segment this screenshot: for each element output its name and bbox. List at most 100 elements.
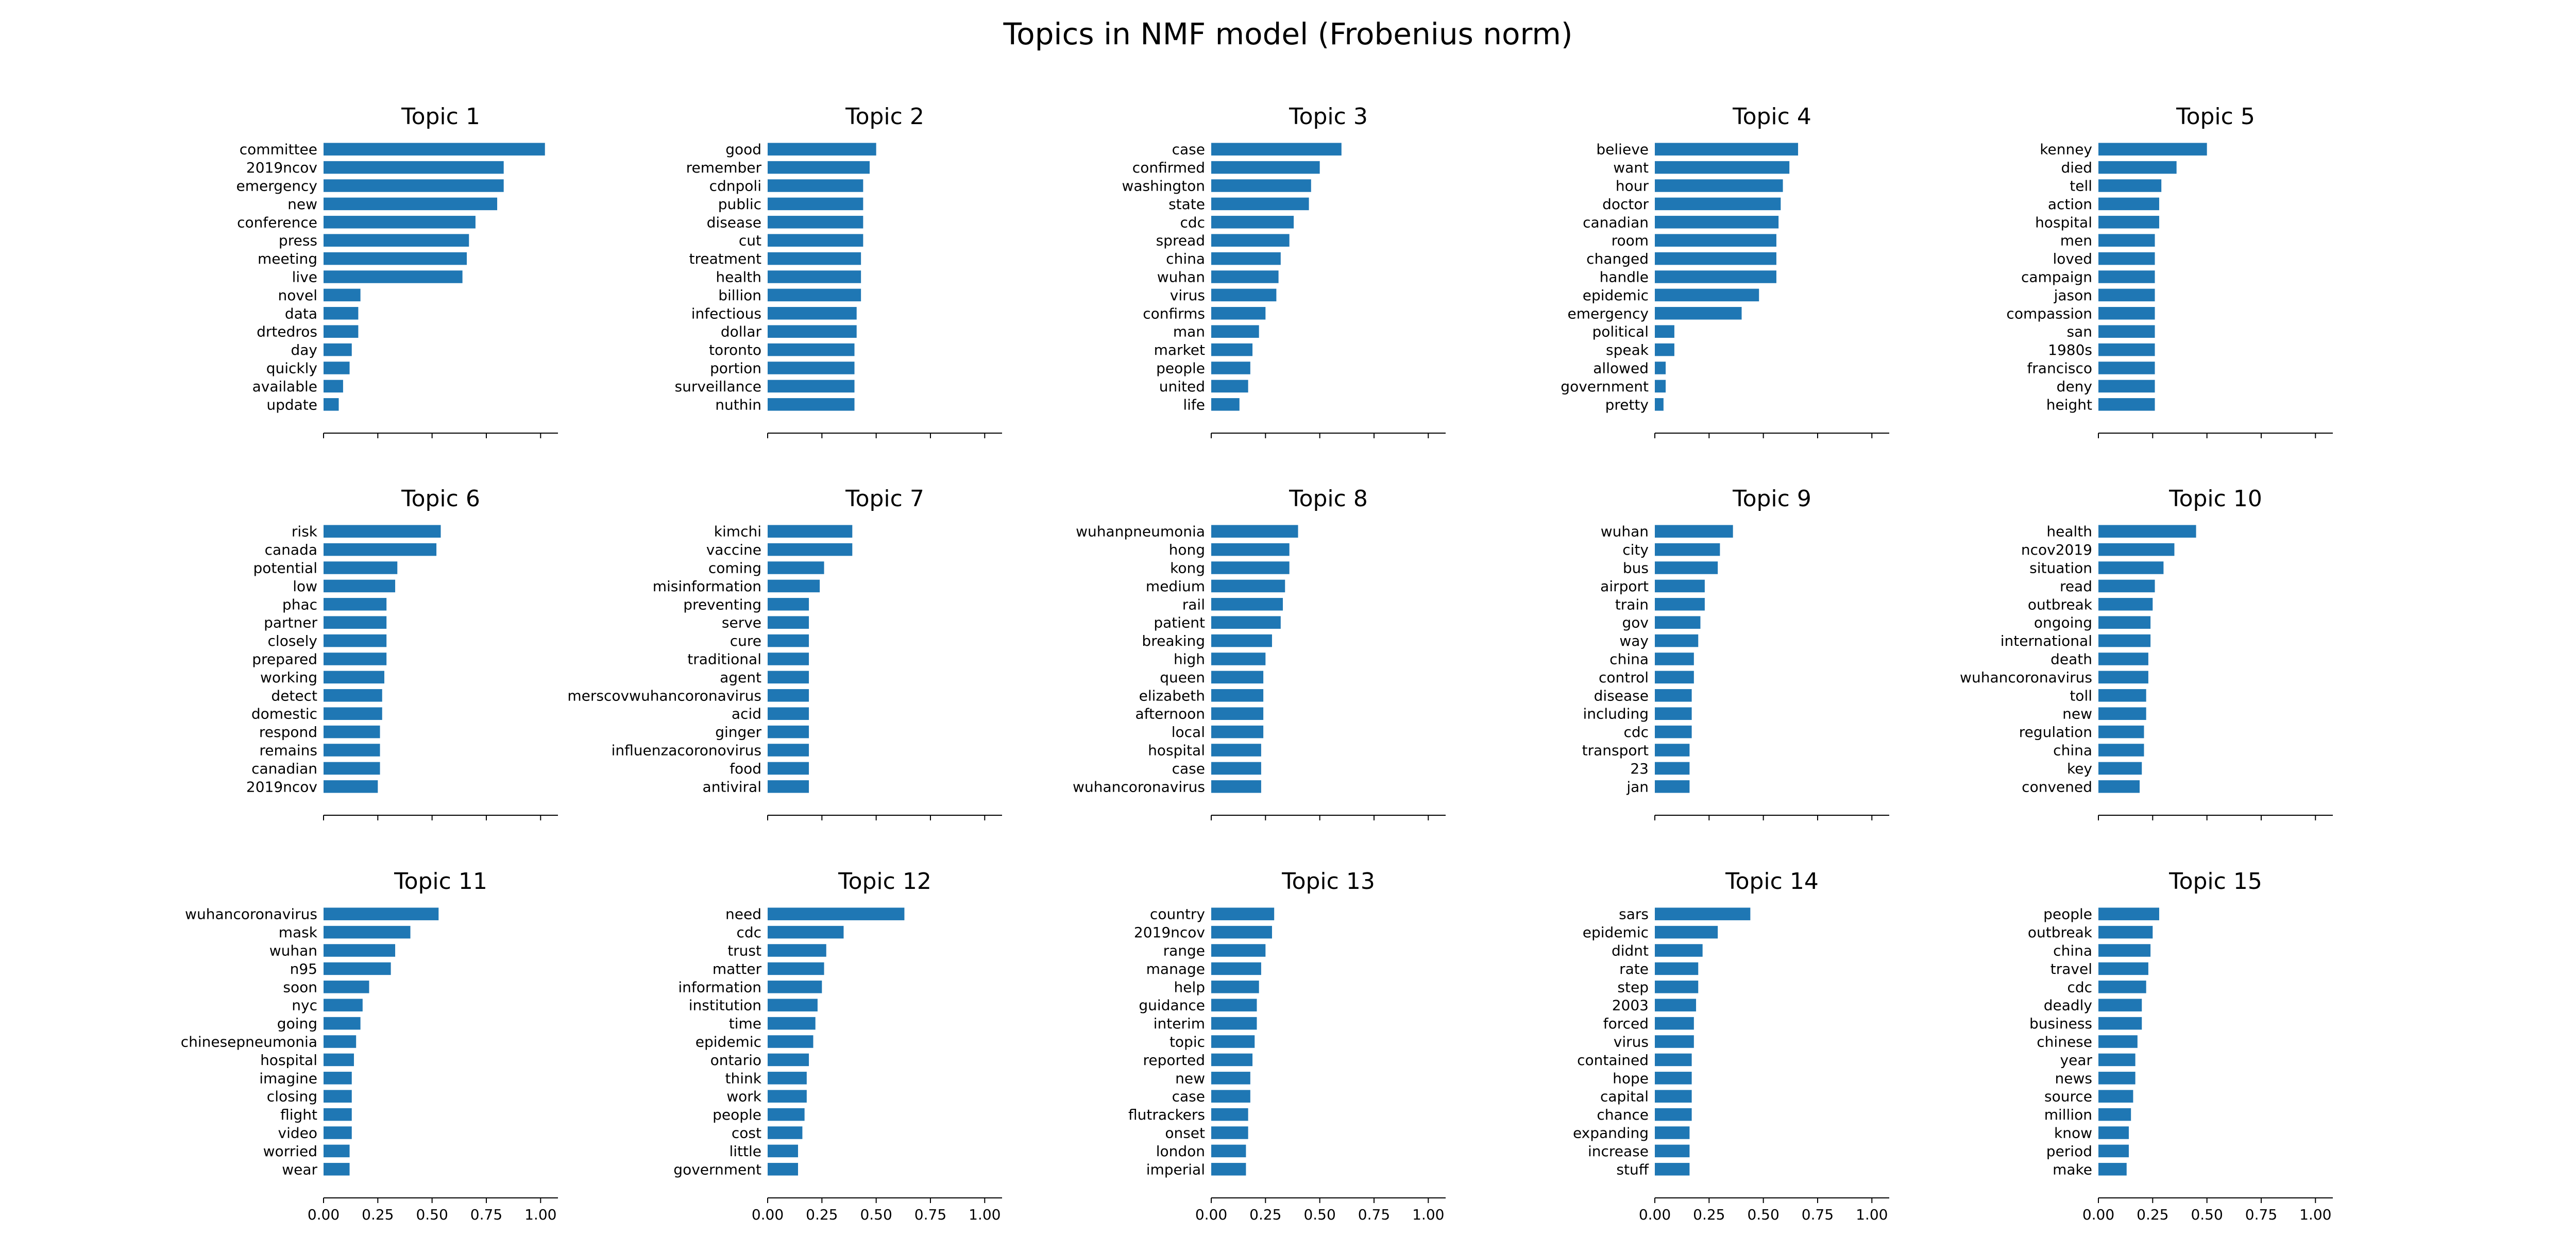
- category-label: work: [726, 1088, 762, 1105]
- category-label: make: [2053, 1161, 2092, 1178]
- bar: [324, 1035, 357, 1048]
- bar: [1211, 398, 1240, 411]
- bar: [2098, 598, 2153, 611]
- category-label: francisco: [2027, 360, 2092, 377]
- category-label: 2019ncov: [1134, 924, 1205, 941]
- bar: [1655, 762, 1690, 775]
- category-label: influenzacoronovirus: [612, 742, 761, 759]
- category-label: men: [2060, 232, 2092, 249]
- category-label: hospital: [1148, 742, 1205, 759]
- bar: [324, 944, 396, 957]
- bar: [324, 634, 387, 647]
- bar: [1655, 598, 1705, 611]
- category-label: kong: [1170, 560, 1205, 577]
- bar: [768, 1090, 807, 1103]
- subplot-title: Topic 8: [1289, 486, 1368, 512]
- bar: [324, 579, 396, 593]
- bar: [324, 981, 369, 993]
- bar: [1655, 780, 1690, 793]
- bar: [768, 579, 820, 593]
- category-label: washington: [1122, 178, 1205, 195]
- bar: [1655, 561, 1718, 574]
- category-label: didnt: [1612, 942, 1649, 959]
- category-label: nuthin: [715, 396, 761, 413]
- subplot-title: Topic 7: [845, 486, 924, 512]
- category-label: height: [2046, 396, 2092, 413]
- category-label: china: [1166, 250, 1205, 267]
- bar: [768, 1072, 807, 1085]
- bar: [2098, 252, 2155, 265]
- category-label: ontario: [710, 1052, 761, 1069]
- category-label: remains: [259, 742, 317, 759]
- bar: [2098, 634, 2151, 647]
- category-label: confirmed: [1132, 159, 1205, 176]
- category-label: closely: [268, 632, 317, 649]
- bar: [768, 780, 809, 793]
- bar: [324, 1163, 350, 1176]
- category-label: train: [1615, 596, 1649, 613]
- bar: [324, 216, 476, 229]
- category-label: health: [2046, 523, 2092, 540]
- subplot-title: Topic 3: [1289, 104, 1368, 130]
- category-label: rate: [1619, 960, 1649, 977]
- bar: [1655, 143, 1799, 156]
- category-label: stuff: [1616, 1161, 1649, 1178]
- category-label: high: [1174, 651, 1205, 668]
- category-label: deny: [2057, 378, 2092, 395]
- bar: [2098, 1090, 2133, 1103]
- bar: [768, 1144, 798, 1158]
- category-label: worried: [263, 1143, 317, 1160]
- bar: [2098, 525, 2196, 538]
- bar: [1655, 1108, 1692, 1121]
- bar: [324, 380, 343, 393]
- category-label: committee: [240, 141, 317, 158]
- category-label: source: [2044, 1088, 2092, 1105]
- bar: [768, 179, 863, 192]
- x-tick-label: 0.50: [2191, 1206, 2223, 1223]
- bar: [324, 925, 411, 939]
- category-label: key: [2067, 760, 2092, 777]
- category-label: cdc: [1180, 214, 1205, 231]
- bar: [2098, 579, 2155, 593]
- bar: [1211, 1108, 1248, 1121]
- subplot-title: Topic 10: [2168, 486, 2262, 512]
- category-label: ginger: [715, 724, 761, 741]
- bar: [768, 907, 905, 920]
- bar: [1211, 380, 1248, 393]
- x-tick-label: 1.00: [2299, 1206, 2331, 1223]
- x-tick-label: 0.50: [1747, 1206, 1779, 1223]
- category-label: food: [730, 760, 761, 777]
- category-label: political: [1592, 323, 1649, 340]
- category-label: imagine: [259, 1070, 317, 1087]
- bar: [1211, 161, 1320, 174]
- bar: [1211, 234, 1290, 247]
- bar: [1211, 179, 1311, 192]
- bar: [1211, 598, 1283, 611]
- category-label: died: [2061, 159, 2092, 176]
- category-label: chinese: [2037, 1034, 2092, 1051]
- bar: [768, 1126, 803, 1139]
- category-label: live: [292, 269, 317, 286]
- category-label: range: [1163, 942, 1205, 959]
- category-label: read: [2060, 578, 2092, 595]
- category-label: cdc: [736, 924, 761, 941]
- bar: [768, 981, 822, 993]
- bar: [324, 653, 387, 665]
- bar: [768, 1053, 809, 1067]
- category-label: london: [1156, 1143, 1205, 1160]
- bar: [1655, 216, 1779, 229]
- bar: [2098, 325, 2155, 338]
- bar: [324, 689, 382, 702]
- category-label: people: [2043, 906, 2092, 923]
- bar: [1211, 1090, 1250, 1103]
- category-label: 2003: [1612, 997, 1649, 1014]
- bar: [1211, 1126, 1248, 1139]
- x-tick-label: 0.50: [1303, 1206, 1335, 1223]
- bar: [1211, 925, 1272, 939]
- category-label: handle: [1600, 269, 1649, 286]
- subplot-title: Topic 2: [845, 104, 924, 130]
- bar: [1655, 343, 1674, 356]
- category-label: wuhan: [1601, 523, 1649, 540]
